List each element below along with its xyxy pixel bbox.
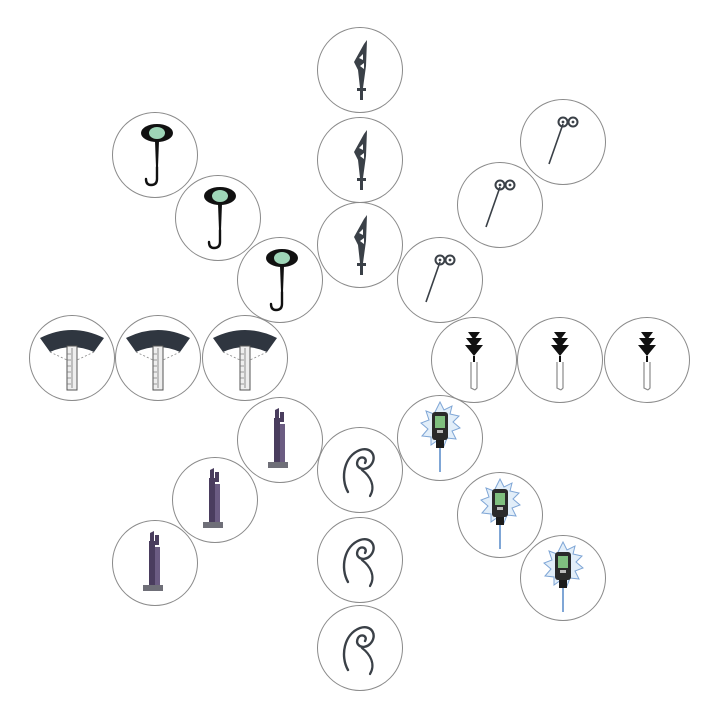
pin-needle-icon [425,254,456,303]
tree-probe-icon [465,332,483,391]
tile-right-1[interactable] [431,317,517,403]
digital-probe-icon [543,540,584,612]
tile-lower-right-1[interactable] [397,395,483,481]
tower-block-icon [143,531,163,591]
lamp-hook-icon [266,249,298,312]
tower-block-icon [203,468,223,528]
fan-gauge-icon [126,330,190,391]
tile-left-2[interactable] [115,315,201,401]
tile-upper-right-2[interactable] [457,162,543,248]
sword-icon [354,215,367,275]
pin-needle-icon [548,116,579,165]
sword-icon [354,130,367,190]
tile-left-3[interactable] [202,315,288,401]
spiral-hook-icon [342,448,375,498]
sword-icon [354,40,367,100]
spiral-hook-icon [342,538,375,588]
pin-needle-icon [485,179,516,228]
tile-lower-left-1[interactable] [237,397,323,483]
tile-lower-right-2[interactable] [457,472,543,558]
spiral-hook-icon [342,626,375,676]
tile-right-2[interactable] [517,317,603,403]
tile-bottom-3[interactable] [317,605,403,691]
tile-upper-left-3[interactable] [237,237,323,323]
tile-upper-left-1[interactable] [112,112,198,198]
tile-bottom-2[interactable] [317,517,403,603]
fan-gauge-icon [213,330,277,391]
digital-probe-icon [480,477,521,549]
lamp-hook-icon [141,124,173,187]
tile-lower-left-3[interactable] [112,520,198,606]
digital-probe-icon [420,400,461,472]
tile-upper-right-3[interactable] [397,237,483,323]
tree-probe-icon [551,332,569,391]
tile-right-3[interactable] [604,317,690,403]
tile-lower-right-3[interactable] [520,535,606,621]
tile-upper-left-2[interactable] [175,175,261,261]
tile-bottom-1[interactable] [317,427,403,513]
lamp-hook-icon [204,187,236,250]
tree-probe-icon [638,332,656,391]
tile-top-2[interactable] [317,117,403,203]
tower-block-icon [268,408,288,468]
tile-top-1[interactable] [317,27,403,113]
fan-gauge-icon [40,330,104,391]
tile-upper-right-1[interactable] [520,99,606,185]
tile-lower-left-2[interactable] [172,457,258,543]
tile-top-3[interactable] [317,202,403,288]
tile-left-1[interactable] [29,315,115,401]
